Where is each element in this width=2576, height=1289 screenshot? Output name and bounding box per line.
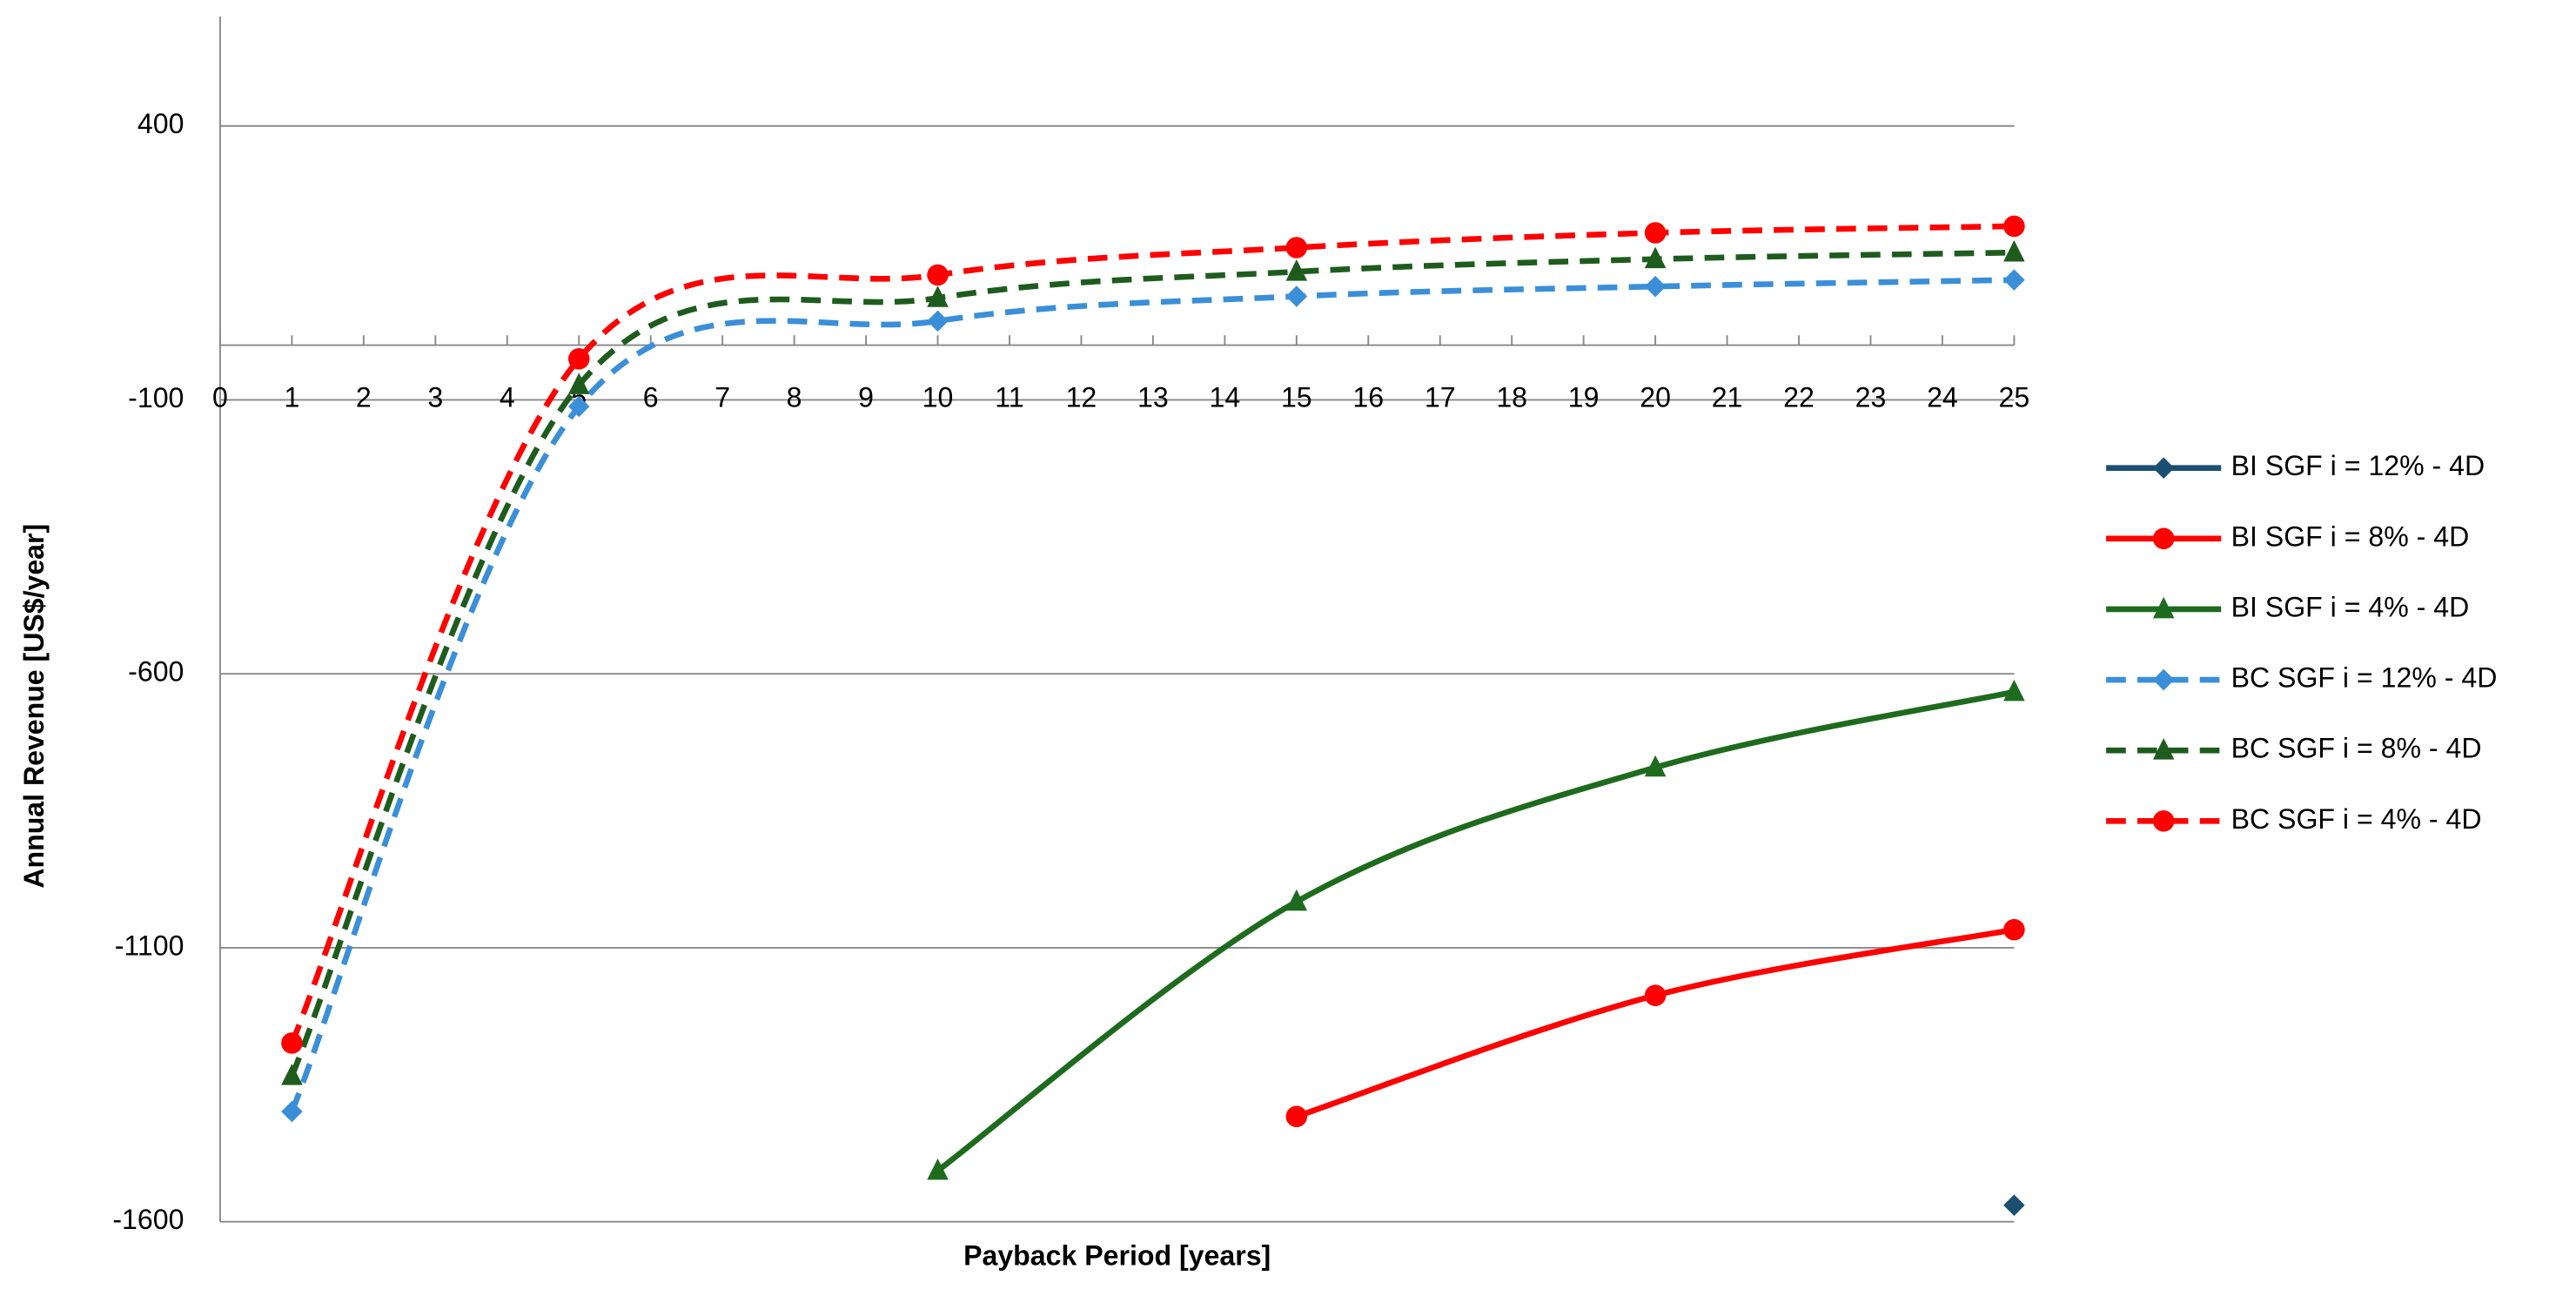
- marker: [1644, 246, 1667, 269]
- marker: [2003, 269, 2025, 291]
- x-tick-label: 23: [1855, 381, 1887, 413]
- legend-item: BC SGF i = 4% - 4D: [2106, 803, 2482, 835]
- legend-item: BC SGF i = 8% - 4D: [2106, 733, 2482, 764]
- legend-label: BI SGF i = 8% - 4D: [2231, 520, 2470, 552]
- x-tick-label: 3: [427, 381, 443, 413]
- marker: [927, 264, 949, 286]
- legend-label: BI SGF i = 12% - 4D: [2231, 450, 2485, 481]
- series-line: [936, 688, 2016, 1173]
- series-line: [289, 249, 2015, 1078]
- marker: [567, 348, 590, 370]
- legend-item: BC SGF i = 12% - 4D: [2106, 662, 2497, 694]
- x-tick-label: 14: [1210, 381, 1241, 413]
- marker: [2003, 679, 2025, 702]
- marker: [2003, 215, 2025, 238]
- x-tick-label: 1: [284, 381, 299, 413]
- x-tick-label: 13: [1137, 381, 1169, 413]
- legend-label: BC SGF i = 12% - 4D: [2231, 662, 2498, 694]
- legend-marker: [2152, 596, 2175, 619]
- marker: [1644, 222, 1667, 244]
- x-tick-label: 19: [1568, 381, 1600, 413]
- legend-item: BI SGF i = 8% - 4D: [2106, 520, 2469, 552]
- legend-label: BI SGF i = 4% - 4D: [2231, 591, 2470, 622]
- legend-label: BC SGF i = 4% - 4D: [2231, 803, 2482, 835]
- legend-marker: [2152, 527, 2175, 550]
- marker: [2003, 240, 2025, 262]
- legend-item: BI SGF i = 4% - 4D: [2106, 591, 2469, 622]
- x-tick-label: 25: [1999, 381, 2030, 413]
- x-tick-label: 9: [858, 381, 874, 413]
- x-tick-label: 0: [212, 381, 228, 413]
- x-tick-label: 18: [1496, 381, 1527, 413]
- marker: [1644, 984, 1667, 1006]
- marker: [927, 285, 949, 307]
- legend-marker: [2152, 457, 2175, 479]
- series-line: [1295, 926, 2015, 1119]
- x-tick-label: 7: [714, 381, 730, 413]
- y-tick-label: -1100: [115, 930, 184, 961]
- x-tick-label: 6: [643, 381, 659, 413]
- x-tick-label: 11: [995, 381, 1023, 413]
- legend-marker: [2152, 668, 2175, 691]
- marker: [927, 310, 949, 332]
- x-tick-label: 16: [1352, 381, 1384, 413]
- marker: [567, 373, 590, 394]
- marker: [1644, 755, 1667, 777]
- legend-marker: [2152, 738, 2175, 760]
- x-tick-label: 15: [1281, 381, 1312, 413]
- y-tick-label: 400: [138, 108, 184, 139]
- x-tick-label: 12: [1066, 381, 1097, 413]
- x-tick-label: 2: [356, 381, 372, 413]
- marker: [927, 1158, 949, 1180]
- x-tick-label: 24: [1927, 381, 1958, 413]
- legend-label: BC SGF i = 8% - 4D: [2231, 733, 2482, 764]
- x-axis-label: Payback Period [years]: [963, 1240, 1271, 1272]
- x-tick-label: 21: [1712, 381, 1743, 413]
- y-tick-label: -100: [128, 382, 184, 413]
- marker: [1285, 237, 1308, 258]
- y-axis-label: Annual Revenue [US$/year]: [18, 524, 50, 889]
- x-tick-label: 4: [500, 381, 515, 413]
- series-line: [289, 223, 2015, 1044]
- marker: [1644, 275, 1667, 298]
- legend-item: BI SGF i = 12% - 4D: [2106, 450, 2485, 481]
- x-tick-label: 22: [1783, 381, 1815, 413]
- y-tick-label: -1600: [112, 1204, 184, 1235]
- marker: [281, 1100, 303, 1123]
- marker: [1285, 285, 1308, 307]
- x-tick-label: 20: [1640, 381, 1671, 413]
- marker: [281, 1032, 303, 1054]
- marker: [2003, 918, 2025, 941]
- marker: [1285, 1105, 1308, 1128]
- marker: [281, 1064, 303, 1085]
- marker: [1285, 259, 1308, 281]
- y-tick-label: -600: [128, 656, 184, 688]
- series-line: [289, 277, 2015, 1113]
- x-tick-label: 8: [787, 381, 802, 413]
- x-tick-label: 17: [1425, 381, 1456, 413]
- marker: [2003, 1194, 2025, 1217]
- marker: [1285, 889, 1308, 911]
- legend-marker: [2152, 810, 2175, 832]
- x-tick-label: 10: [922, 381, 954, 413]
